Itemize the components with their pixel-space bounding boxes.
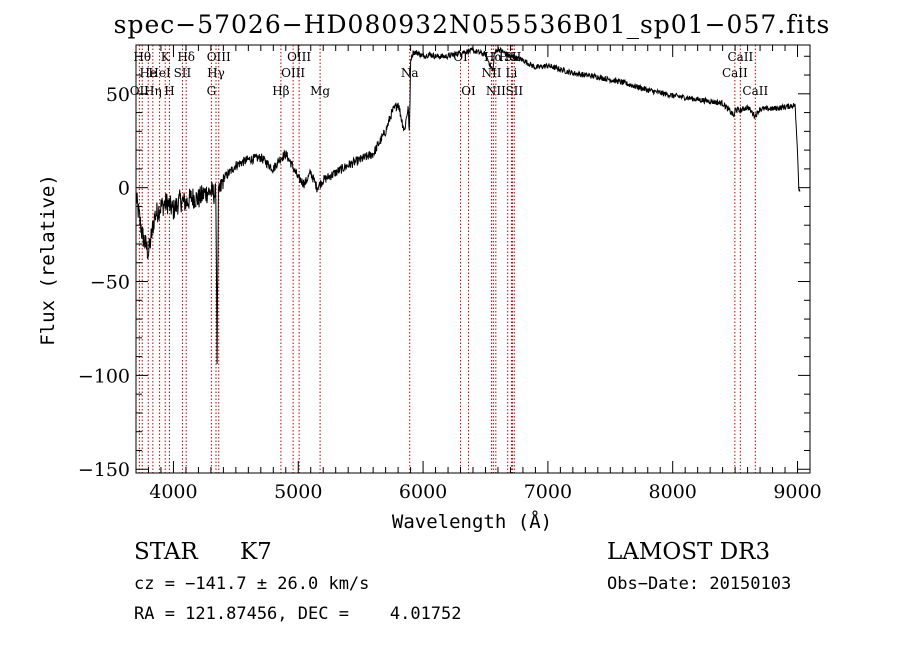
spectral-line-label: OII — [130, 84, 150, 98]
y-tick-label: −150 — [78, 459, 130, 481]
x-axis-label: Wavelength (Å) — [392, 510, 552, 533]
spectral-line-label: CaII — [722, 66, 748, 80]
y-tick-label: −100 — [78, 365, 130, 387]
spectral-line-label: OIII — [281, 66, 305, 80]
object-subclass: K7 — [240, 539, 272, 565]
y-tick-label: 50 — [106, 84, 130, 106]
x-tick-label: 6000 — [399, 481, 447, 503]
spectral-line-label: SII — [505, 84, 523, 98]
spectral-line-label: Hη — [144, 84, 162, 98]
spectral-line-label: Mg — [310, 84, 330, 98]
spectral-line-label: He — [499, 50, 517, 64]
coordinates-text: RA = 121.87456, DEC = 4.01752 — [134, 604, 462, 624]
spectral-line-label: Hδ — [177, 50, 195, 64]
spectrum-series — [135, 46, 801, 365]
spectral-line-labels: OIIHθHeHηHeIKHSIIHδGHγOIIIHβOIIIOIIIMgNa… — [130, 50, 769, 98]
spectral-line-label: G — [207, 84, 217, 98]
chart-title: spec−57026−HD080932N055536B01_sp01−057.f… — [114, 10, 831, 39]
spectral-lines — [138, 45, 756, 473]
object-class: STAR — [134, 539, 198, 565]
axis-tick-labels: 4000 5000 6000 7000 8000 9000 −150 −100 −50 0 50 — [78, 84, 822, 503]
spectral-line-label: Hβ — [272, 84, 289, 98]
redshift-text: cz = −141.7 ± 26.0 km/s — [134, 574, 369, 594]
spectral-line-label: Li — [506, 66, 518, 80]
spectral-line-label: NII — [486, 84, 506, 98]
spectral-line-label: He — [139, 66, 157, 80]
spectral-line-label: NII — [481, 66, 501, 80]
obs-date-text: Obs−Date: 20150103 — [607, 574, 791, 594]
y-tick-label: 0 — [118, 178, 130, 200]
survey-name: LAMOST DR3 — [607, 539, 770, 565]
spectral-line-label: OIII — [207, 50, 231, 64]
spectral-line-label: Hα — [484, 50, 503, 64]
x-tick-label: 4000 — [149, 481, 197, 503]
spectral-line-label: Hθ — [133, 50, 151, 64]
axis-ticks — [135, 45, 811, 473]
y-tick-label: −50 — [90, 272, 130, 294]
spectral-line-label: OI — [461, 84, 476, 98]
spectral-line-label: H — [164, 84, 174, 98]
spectral-line-label: HeI — [148, 66, 171, 80]
plot-frame — [135, 44, 811, 474]
spectral-line-label: CaII — [742, 84, 768, 98]
x-tick-label: 7000 — [524, 481, 572, 503]
x-tick-label: 9000 — [773, 481, 821, 503]
spectral-line-label: OI — [453, 50, 468, 64]
spectral-line-label: OIII — [287, 50, 311, 64]
x-tick-label: 8000 — [649, 481, 697, 503]
y-axis-label: Flux (relative) — [37, 174, 59, 346]
spectral-line-label: Hγ — [207, 66, 225, 80]
spectral-line-label: SII — [174, 66, 192, 80]
spectral-line-label: Na — [401, 66, 419, 80]
x-tick-label: 5000 — [274, 481, 322, 503]
spectral-line-label: CaII — [727, 50, 753, 64]
spectral-line-label: K — [161, 50, 171, 64]
